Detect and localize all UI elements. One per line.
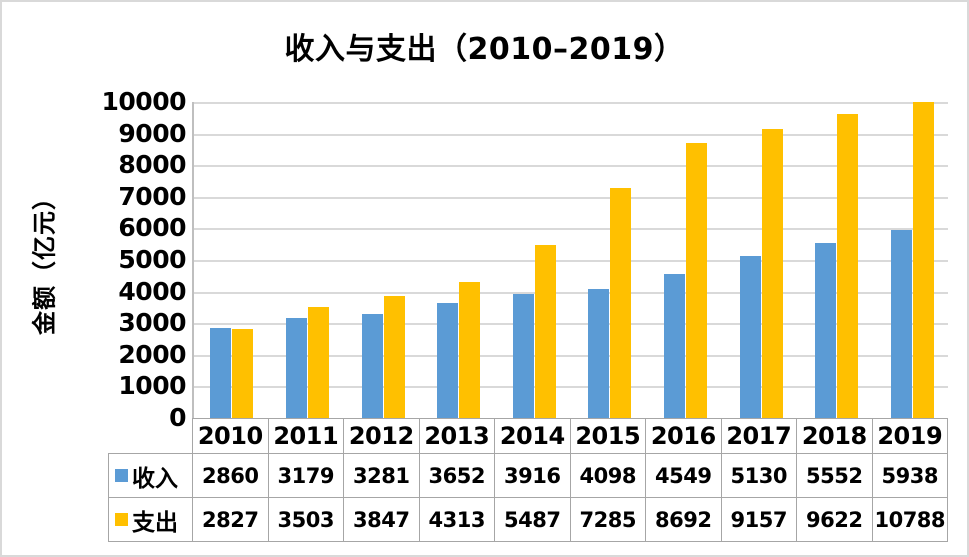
legend-swatch-income — [115, 469, 128, 482]
bar-income-2015 — [588, 288, 610, 418]
legend-cell: 收入 — [108, 453, 193, 498]
year-cell: 2013 — [418, 418, 495, 454]
value-cell: 3503 — [267, 497, 344, 542]
gridline — [194, 196, 948, 199]
year-cell: 2015 — [569, 418, 646, 454]
value-cell: 3281 — [343, 453, 420, 498]
y-axis-tick-labels: 0 1000 2000 3000 4000 5000 6000 7000 8000 9000 100… — [2, 88, 187, 432]
value-cell: 5487 — [494, 497, 571, 542]
gridline — [194, 228, 948, 231]
bar-expenditure-2016 — [685, 143, 707, 418]
bar-expenditure-2013 — [459, 281, 481, 418]
y-tick-label: 2000 — [118, 339, 186, 369]
bar-income-2010 — [210, 327, 232, 418]
value-cell: 5552 — [796, 453, 873, 498]
y-tick-label: 4000 — [118, 276, 186, 306]
bar-income-2016 — [663, 274, 685, 418]
series-label: 支出 — [132, 509, 178, 536]
bar-income-2013 — [437, 302, 459, 418]
gridline — [194, 102, 948, 104]
y-tick-label: 7000 — [118, 181, 186, 211]
value-cell: 3916 — [494, 453, 571, 498]
value-cell: 3847 — [343, 497, 420, 542]
year-cell: 2014 — [494, 418, 571, 454]
table-year-row: 2010 2011 2012 2013 2014 2015 2016 2017 2018 2019 — [109, 418, 948, 454]
bar-expenditure-2014 — [534, 244, 556, 418]
value-cell: 10788 — [871, 497, 948, 542]
data-table: 2010 2011 2012 2013 2014 2015 2016 2017 2018 2019… — [108, 418, 948, 542]
bar-expenditure-2019 — [912, 102, 934, 418]
gridline — [194, 386, 948, 389]
year-cell: 2016 — [645, 418, 722, 454]
year-cell: 2018 — [796, 418, 873, 454]
bar-income-2017 — [739, 255, 761, 418]
gridline — [194, 323, 948, 326]
value-cell: 2827 — [192, 497, 269, 542]
y-tick-label: 0 — [169, 403, 186, 432]
gridline — [194, 133, 948, 136]
y-tick-label: 9000 — [118, 118, 186, 148]
bar-income-2014 — [512, 294, 534, 418]
value-cell: 7285 — [569, 497, 646, 542]
year-cell: 2010 — [192, 418, 269, 454]
year-cell: 2012 — [343, 418, 420, 454]
value-cell: 2860 — [192, 453, 269, 498]
gridline — [194, 260, 948, 262]
year-cell: 2017 — [720, 418, 797, 454]
gridline — [194, 165, 948, 168]
value-cell: 3179 — [267, 453, 344, 498]
y-tick-label: 1000 — [118, 371, 186, 401]
legend-entry: 支出 — [110, 499, 192, 541]
value-cell: 4549 — [645, 453, 722, 498]
legend-swatch-expenditure — [115, 513, 128, 526]
y-tick-label: 6000 — [118, 213, 186, 243]
bar-expenditure-2011 — [307, 307, 329, 418]
legend-entry: 收入 — [110, 455, 192, 497]
plot-area — [192, 102, 948, 418]
value-cell: 4313 — [418, 497, 495, 542]
value-cell: 4098 — [569, 453, 646, 498]
bar-income-2012 — [361, 314, 383, 418]
y-tick-label: 10000 — [101, 87, 187, 116]
bar-income-2011 — [285, 317, 307, 418]
table-corner-cell — [109, 419, 193, 454]
y-tick-label: 5000 — [118, 245, 186, 274]
value-cell: 9622 — [796, 497, 873, 542]
y-tick-label: 3000 — [118, 308, 186, 338]
table-row-income: 收入 2860 3179 3281 3652 3916 4098 4549 5130 5552 59… — [108, 453, 948, 498]
bar-income-2018 — [815, 242, 837, 418]
value-cell: 8692 — [645, 497, 722, 542]
chart-title: 收入与支出（2010–2019） — [284, 32, 685, 67]
year-cell: 2019 — [871, 418, 948, 454]
y-tick-label: 8000 — [118, 150, 186, 180]
table-row-expenditure: 支出 2827 3503 3847 4313 5487 7285 8692 9157 9622 10… — [108, 497, 948, 542]
gridline — [194, 291, 948, 294]
bar-expenditure-2015 — [610, 187, 632, 418]
series-label: 收入 — [132, 465, 178, 492]
value-cell: 5130 — [720, 453, 797, 498]
year-cell: 2011 — [267, 418, 344, 454]
gridline — [194, 354, 948, 357]
value-cell: 9157 — [720, 497, 797, 542]
legend-cell: 支出 — [108, 497, 193, 542]
value-cell: 3652 — [418, 453, 495, 498]
bar-expenditure-2012 — [383, 296, 405, 418]
bar-income-2019 — [890, 230, 912, 418]
bar-expenditure-2018 — [837, 113, 859, 418]
bar-expenditure-2010 — [232, 328, 254, 418]
value-cell: 5938 — [871, 453, 948, 498]
bar-expenditure-2017 — [761, 128, 783, 418]
